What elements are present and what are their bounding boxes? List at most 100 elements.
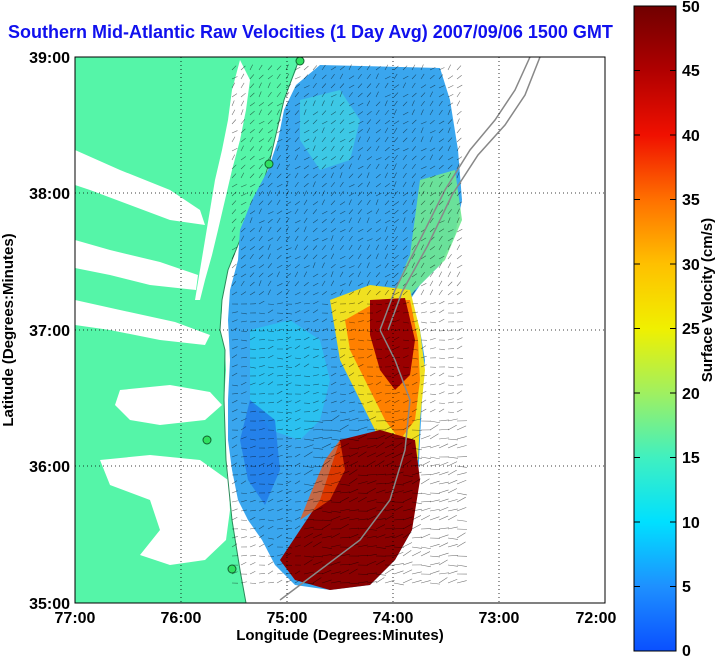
- velocity-vector: [438, 85, 445, 89]
- velocity-vector: [447, 443, 458, 449]
- velocity-vector: [312, 330, 320, 332]
- velocity-vector: [366, 499, 377, 503]
- velocity-vector: [276, 73, 281, 80]
- field-orange-edge: [300, 440, 345, 520]
- colorbar-tick: 10: [682, 515, 700, 532]
- velocity-vector: [384, 443, 395, 449]
- velocity-vector: [294, 579, 301, 584]
- velocity-vector: [276, 472, 283, 476]
- velocity-vector: [285, 91, 290, 98]
- velocity-vector: [330, 165, 337, 170]
- velocity-vector: [357, 147, 364, 152]
- velocity-vector: [312, 129, 319, 134]
- velocity-vector: [429, 400, 436, 404]
- velocity-vector: [321, 280, 326, 287]
- velocity-vector: [330, 510, 341, 513]
- velocity-vector: [303, 245, 309, 251]
- velocity-vector: [456, 255, 462, 260]
- velocity-vector: [402, 75, 409, 80]
- velocity-vector: [402, 199, 407, 206]
- velocity-vector: [357, 312, 364, 315]
- velocity-vector: [357, 165, 364, 170]
- velocity-vector: [240, 184, 247, 188]
- velocity-vector: [393, 533, 404, 539]
- velocity-vector: [447, 411, 454, 413]
- velocity-vector: [312, 533, 323, 539]
- velocity-vector: [276, 508, 283, 512]
- velocity-vector: [438, 443, 449, 449]
- velocity-vector: [429, 246, 435, 251]
- velocity-vector: [402, 302, 409, 305]
- velocity-vector: [294, 418, 301, 422]
- velocity-vector: [375, 109, 380, 116]
- velocity-vector: [249, 438, 256, 441]
- velocity-vector: [231, 273, 238, 278]
- velocity-vector: [420, 272, 425, 278]
- velocity-vector: [240, 381, 247, 386]
- velocity-vector: [429, 472, 440, 476]
- velocity-vector: [402, 128, 408, 134]
- velocity-vector: [339, 508, 350, 512]
- velocity-vector: [375, 192, 382, 197]
- velocity-vector: [366, 553, 377, 557]
- velocity-vector: [276, 490, 283, 494]
- velocity-vector: [384, 433, 394, 440]
- velocity-vector: [285, 128, 291, 134]
- velocity-vector: [258, 382, 265, 386]
- velocity-vector: [384, 262, 389, 269]
- velocity-vector: [456, 100, 461, 107]
- velocity-vector: [339, 91, 343, 98]
- velocity-vector: [348, 527, 359, 530]
- velocity-vector: [240, 554, 247, 557]
- velocity-vector: [330, 328, 337, 332]
- velocity-vector: [240, 280, 245, 287]
- velocity-vector: [249, 562, 256, 566]
- velocity-vector: [429, 109, 434, 116]
- chart-title: Southern Mid-Atlantic Raw Velocities (1 …: [8, 22, 613, 42]
- velocity-vector: [375, 460, 385, 467]
- velocity-vector: [429, 289, 434, 296]
- velocity-vector: [384, 94, 391, 98]
- velocity-vector: [276, 65, 282, 71]
- albemarle-sound: [115, 385, 222, 425]
- velocity-vector: [375, 524, 386, 530]
- velocity-vector: [240, 536, 247, 539]
- velocity-vector: [312, 166, 319, 170]
- velocity-vector: [321, 354, 328, 359]
- velocity-vector: [240, 464, 247, 467]
- velocity-vector: [294, 154, 299, 161]
- velocity-vector: [249, 410, 256, 413]
- velocity-vector: [375, 208, 380, 215]
- x-tick-label: 75:00: [267, 610, 308, 627]
- velocity-vector: [339, 265, 346, 269]
- velocity-vector: [294, 264, 301, 269]
- velocity-vector: [258, 534, 265, 539]
- velocity-vector: [366, 64, 371, 71]
- velocity-vector: [276, 399, 283, 404]
- velocity-vector: [384, 136, 389, 143]
- velocity-vector: [447, 564, 458, 567]
- velocity-vector: [456, 507, 467, 512]
- velocity-vector: [339, 101, 345, 107]
- velocity-vector: [438, 372, 445, 377]
- velocity-vector: [393, 120, 400, 125]
- velocity-vector: [330, 480, 341, 485]
- velocity-vector: [357, 364, 364, 368]
- velocity-vector: [393, 418, 404, 422]
- bathymetry-contour-2: [387, 57, 541, 331]
- velocity-vector: [330, 356, 337, 359]
- velocity-vector: [402, 474, 413, 477]
- velocity-vector: [276, 357, 283, 360]
- velocity-vector: [429, 147, 436, 152]
- velocity-vector: [357, 339, 364, 342]
- velocity-vector: [348, 509, 359, 512]
- velocity-vector: [258, 164, 263, 170]
- velocity-vector: [294, 319, 301, 323]
- velocity-vector: [330, 490, 341, 494]
- velocity-vector: [312, 136, 317, 143]
- velocity-vector: [249, 92, 255, 98]
- velocity-vector: [366, 410, 373, 413]
- velocity-vector: [384, 219, 391, 224]
- x-tick-label: 73:00: [479, 610, 520, 627]
- velocity-vector: [249, 272, 255, 278]
